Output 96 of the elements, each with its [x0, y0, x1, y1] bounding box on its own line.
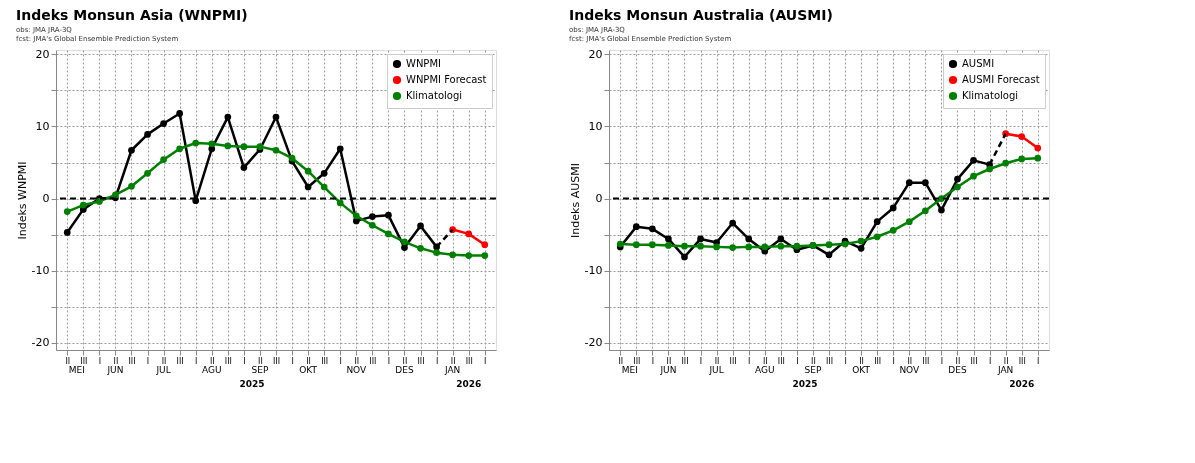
- x-tick-label: II: [1003, 356, 1009, 366]
- legend-label: WNPMI Forecast: [406, 74, 487, 85]
- y-tick-label: -20: [584, 336, 603, 350]
- x-tick-label: I: [387, 356, 391, 366]
- x-tick-label: I: [243, 356, 246, 366]
- x-tick-label: III: [80, 356, 88, 366]
- x-tick-label: II: [762, 356, 768, 366]
- x-tick-label: I: [651, 356, 655, 366]
- x-tick-label: I: [892, 356, 895, 366]
- y-tick-label: 0: [42, 192, 50, 206]
- x-tick-label: I: [195, 356, 198, 366]
- x-tick-label: I: [988, 356, 992, 366]
- x-tick-label: III: [922, 356, 930, 366]
- text: OKT: [852, 365, 871, 375]
- x-tick-label: II: [907, 356, 913, 366]
- y-tick-label: 10: [588, 119, 603, 133]
- x-tick-label: I: [435, 356, 439, 366]
- text: NOV: [346, 365, 368, 375]
- legend-label: AUSMI Forecast: [962, 74, 1040, 85]
- x-tick-label: III: [633, 356, 641, 366]
- text: MEI: [621, 365, 638, 375]
- x-tick-label: II: [258, 356, 263, 366]
- y-tick-label: -10: [584, 264, 603, 278]
- text: DES: [948, 365, 967, 375]
- x-tick-label: II: [955, 356, 961, 366]
- y-tick-label: -20: [31, 336, 50, 350]
- x-tick-label: I: [484, 356, 487, 366]
- text: 2025: [792, 379, 818, 389]
- text: 2026: [1009, 379, 1035, 389]
- x-tick-label: III: [825, 356, 834, 366]
- text: MEI: [68, 365, 85, 375]
- x-tick-label: I: [146, 356, 150, 366]
- text: SEP: [804, 365, 822, 375]
- y-tick-label: -10: [31, 264, 50, 278]
- x-tick-label: I: [98, 356, 102, 366]
- x-tick-label: II: [811, 356, 816, 366]
- text: 2025: [239, 379, 265, 389]
- x-tick-label: I: [796, 356, 799, 366]
- x-tick-label: III: [417, 356, 425, 366]
- y-tick-label: 0: [595, 192, 603, 206]
- y-tick-label: 20: [588, 47, 603, 61]
- x-tick-label: II: [450, 356, 456, 366]
- x-tick-label: II: [402, 356, 408, 366]
- x-tick-label: III: [224, 356, 232, 366]
- x-tick-label: II: [354, 356, 360, 366]
- x-tick-label: III: [465, 356, 473, 366]
- x-tick-label: III: [970, 356, 978, 366]
- chart-title: Indeks Monsun Australia (AUSMI): [569, 7, 833, 24]
- legend-label: AUSMI: [962, 58, 995, 69]
- text: AGU: [201, 365, 222, 375]
- x-tick-label: I: [291, 356, 294, 366]
- x-tick-label: II: [161, 356, 167, 366]
- x-tick-label: III: [128, 356, 136, 366]
- x-tick-label: II: [618, 356, 624, 366]
- text: JAN: [996, 365, 1014, 375]
- text: NOV: [899, 365, 921, 375]
- x-tick-label: I: [940, 356, 944, 366]
- x-tick-label: I: [844, 356, 847, 366]
- y-axis-title: Indeks AUSMI: [568, 163, 582, 238]
- text: SEP: [251, 365, 269, 375]
- text: JUN: [106, 365, 124, 375]
- x-tick-label: III: [729, 356, 737, 366]
- chart-title: Indeks Monsun Asia (WNPMI): [16, 7, 248, 24]
- text: JUL: [708, 365, 724, 375]
- text: JUN: [659, 365, 677, 375]
- x-tick-label: I: [1037, 356, 1040, 366]
- x-tick-label: II: [65, 356, 71, 366]
- x-tick-label: III: [681, 356, 689, 366]
- y-tick-label: 10: [35, 119, 50, 133]
- x-tick-label: II: [859, 356, 864, 366]
- x-tick-label: III: [777, 356, 785, 366]
- legend-label: WNPMI: [406, 58, 441, 69]
- x-tick-label: III: [176, 356, 184, 366]
- x-tick-label: I: [748, 356, 751, 366]
- x-tick-label: I: [339, 356, 342, 366]
- x-tick-label: II: [714, 356, 720, 366]
- x-tick-label: III: [874, 356, 882, 366]
- y-tick-label: 20: [35, 47, 50, 61]
- x-tick-label: II: [113, 356, 119, 366]
- x-tick-label: I: [699, 356, 703, 366]
- legend-label: Klimatologi: [962, 90, 1019, 101]
- x-tick-label: II: [666, 356, 672, 366]
- text: DES: [395, 365, 414, 375]
- text: 2026: [456, 379, 482, 389]
- y-axis-title: Indeks WNPMI: [15, 161, 29, 240]
- x-tick-label: III: [272, 356, 281, 366]
- x-tick-label: III: [321, 356, 329, 366]
- text: OKT: [299, 365, 318, 375]
- text: AGU: [754, 365, 775, 375]
- x-tick-label: II: [209, 356, 215, 366]
- text: JUL: [155, 365, 171, 375]
- legend-label: Klimatologi: [406, 90, 463, 101]
- x-tick-label: III: [1018, 356, 1026, 366]
- x-tick-label: II: [306, 356, 311, 366]
- x-tick-label: III: [369, 356, 377, 366]
- text: JAN: [443, 365, 461, 375]
